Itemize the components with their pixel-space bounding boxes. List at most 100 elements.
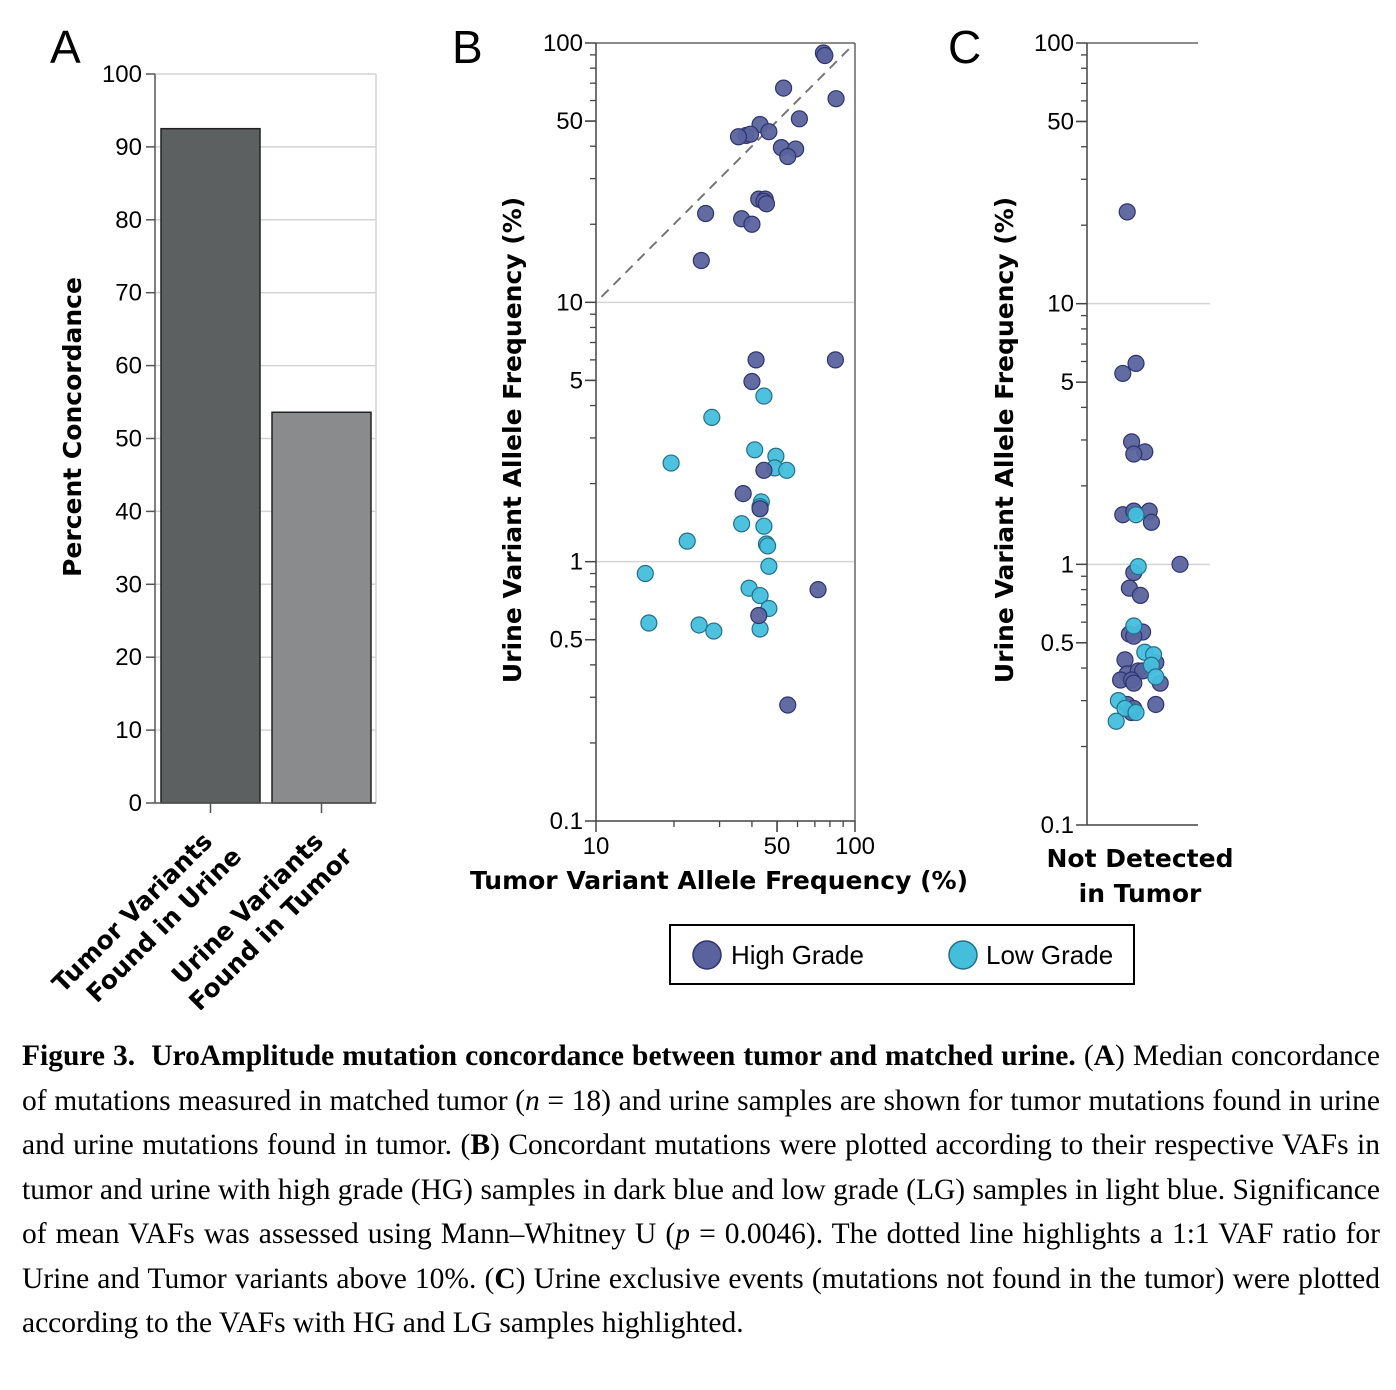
- panel-b-high-grade-point: [747, 351, 765, 369]
- caption-title: UroAmplitude mutation concordance betwee…: [151, 1040, 1076, 1072]
- caption-n-symbol: n: [525, 1084, 540, 1117]
- panel-b-high-grade-point: [697, 204, 715, 223]
- panel-b-high-grade-point: [779, 696, 797, 714]
- panel-c-high-grade-point: [1125, 445, 1143, 463]
- panel-a-bar-chart: 0 10 20 30 40 50 60 70 80 90 100 Percent Concordan…: [47, 61, 377, 1010]
- panel-a-y-axis-title: Percent Concordance: [58, 277, 87, 577]
- legend: High Grade Low Grade: [669, 924, 1135, 985]
- panel-b-high-grade-point: [826, 351, 844, 369]
- caption-n-value: = 18) and urine samples are shown for tu…: [22, 1084, 1380, 1162]
- panel-c-high-grade-point: [1125, 674, 1143, 692]
- panel-c-letter: C: [948, 21, 981, 73]
- caption-label: Figure 3.: [22, 1040, 136, 1072]
- panel-b-high-grade-point: [816, 46, 834, 65]
- panel-c-strip-plot: 0.1 0.5 1 5 10 50 100 Urine Variant Allele Fre…: [990, 30, 1234, 908]
- panel-b-scatter-plot: 0.1 0.5 1 5 10 50 100 10 50 100 Urine Variant All…: [470, 30, 968, 895]
- panel-c-high-grade-point: [1131, 586, 1150, 605]
- panel-a-y-axis: 0 10 20 30 40 50 60 70 80 90 100: [102, 61, 376, 817]
- panel-c-low-grade-point: [1125, 617, 1143, 635]
- legend-low-grade-marker: [948, 940, 978, 970]
- panel-b-high-grade-point: [743, 215, 761, 233]
- panel-c-high-grade-point: [1142, 513, 1161, 531]
- panel-b-high-grade-point: [750, 606, 768, 625]
- panel-b-low-grade-point: [755, 387, 773, 405]
- panel-c-low-grade-point: [1107, 712, 1125, 730]
- panel-b-y-tick-label: 100: [543, 30, 583, 57]
- panel-b-low-grade-point: [755, 517, 773, 535]
- caption-c-letter: C: [494, 1262, 516, 1295]
- panel-b-reference-line: [600, 42, 856, 298]
- panel-c-low-grade-point: [1127, 703, 1145, 722]
- panel-b-high-grade-point: [743, 372, 761, 391]
- legend-box: [669, 924, 1135, 985]
- panel-b-high-grade-point: [751, 500, 769, 518]
- panel-c-y-tick-label: 100: [1034, 30, 1074, 57]
- panel-b-high-grade-point: [827, 90, 845, 108]
- panel-a-y-tick-label: 90: [115, 134, 142, 161]
- caption-p-symbol: p: [675, 1218, 690, 1250]
- panel-c-low-grade-point: [1147, 668, 1165, 686]
- panel-a-y-tick-label: 60: [115, 353, 142, 380]
- legend-low-grade-label: Low Grade: [986, 940, 1113, 970]
- panel-b-high-grade-point: [729, 128, 748, 146]
- panel-c-y-tick-label: 0.5: [1041, 630, 1074, 657]
- panel-c-low-grade-point: [1127, 506, 1145, 524]
- panel-c-high-grade-point: [1116, 651, 1134, 669]
- panel-b-low-grade-point: [760, 557, 778, 575]
- panel-b-y-tick-label: 5: [570, 367, 583, 394]
- panel-b-low-grade-point: [705, 622, 723, 640]
- panel-b-y-tick-label: 10: [556, 289, 583, 316]
- panel-c-axes: 0.1 0.5 1 5 10 50 100: [1034, 30, 1198, 839]
- panel-a-y-tick-label: 70: [115, 280, 142, 307]
- caption-part-b: Concordant mutations were plotted accord…: [22, 1129, 1380, 1250]
- panel-a-letter: A: [50, 21, 81, 73]
- panel-a-bar: [271, 411, 372, 804]
- panel-b-high-grade-point: [809, 581, 827, 599]
- panel-c-x-axis-title: Not Detected in Tumor: [1047, 844, 1234, 908]
- panel-b-low-grade-point: [636, 564, 654, 583]
- panel-a-bar: [160, 127, 261, 804]
- panel-b-low-grade-point: [759, 537, 777, 555]
- panel-b-low-grade-point: [746, 441, 764, 459]
- panel-c-y-axis-title: Urine Variant Allele Frequency (%): [990, 197, 1019, 683]
- panel-b-x-tick-label: 50: [764, 833, 791, 860]
- panel-a-bars: [160, 127, 372, 804]
- panel-a-y-tick-label: 100: [102, 61, 142, 88]
- caption-part-a: Median concordance of mutations measured…: [22, 1040, 1380, 1117]
- panel-b-low-grade-point: [690, 616, 708, 634]
- panel-a-y-tick-label: 10: [115, 717, 142, 744]
- panel-b-low-grade-point: [678, 532, 696, 550]
- panel-b-x-tick-label: 10: [583, 833, 610, 860]
- caption-b-letter: B: [470, 1129, 491, 1161]
- panel-a-y-tick-label: 30: [115, 571, 142, 598]
- panel-a-y-tick-label: 0: [129, 790, 142, 817]
- panel-b-high-grade-point: [692, 251, 710, 270]
- panel-c-points: [1107, 203, 1189, 730]
- panel-b-x-axis-title: Tumor Variant Allele Frequency (%): [470, 866, 968, 895]
- panel-b-letter: B: [452, 21, 483, 73]
- panel-c-low-grade-point: [1129, 558, 1147, 576]
- panel-a-y-tick-label: 80: [115, 207, 142, 234]
- panel-c-high-grade-point: [1114, 364, 1132, 383]
- panel-b-high-grade-point: [734, 485, 752, 503]
- panel-b-x-tick-label: 100: [835, 833, 875, 860]
- panel-b-high-grade-point: [757, 195, 776, 213]
- panel-a-y-tick-label: 40: [115, 498, 142, 525]
- panel-b-y-tick-label: 0.5: [550, 627, 583, 654]
- panel-b-high-grade-point: [779, 147, 797, 166]
- panel-b-high-grade-point: [760, 123, 778, 141]
- panel-b-axes: 0.1 0.5 1 5 10 50 100 10 50 100: [543, 30, 875, 860]
- panel-b-low-grade-point: [778, 461, 796, 479]
- panel-b-low-grade-point: [733, 515, 751, 533]
- legend-high-grade-marker: [692, 940, 722, 970]
- panel-c-x-axis-title-line: Not Detected: [1047, 844, 1234, 873]
- panel-b-low-grade-point: [751, 586, 769, 605]
- panel-a-y-tick-label: 20: [115, 644, 142, 671]
- panel-c-gridlines: [1087, 42, 1210, 566]
- panel-c-y-tick-label: 50: [1047, 108, 1074, 135]
- panel-b-high-grade-point: [774, 79, 793, 97]
- panel-b-low-grade-point: [662, 454, 680, 472]
- panel-c-high-grade-point: [1171, 555, 1189, 573]
- panel-b-y-tick-label: 0.1: [550, 808, 583, 835]
